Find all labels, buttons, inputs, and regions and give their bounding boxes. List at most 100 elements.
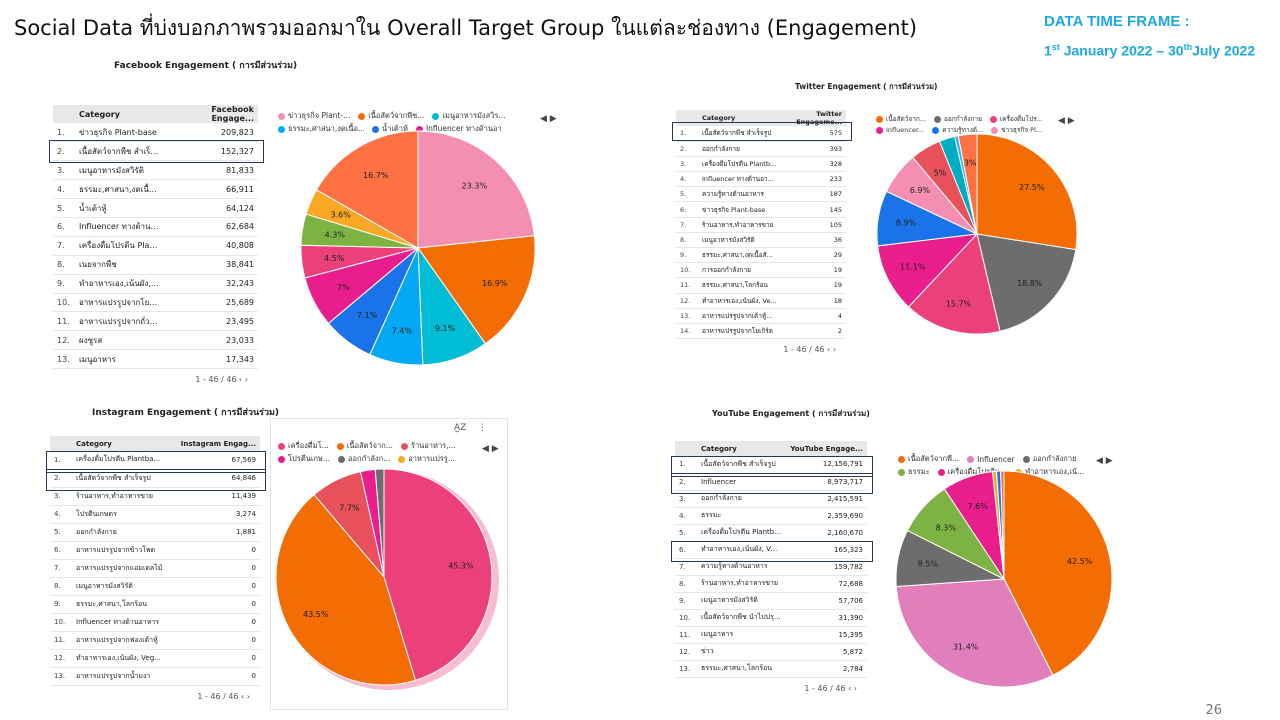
table-row[interactable]: 11. ธรรมะ,ศาสนา,โลกร้อน 19 — [676, 277, 846, 294]
table-row[interactable]: 13. อาหารแปรรูปจากเต้าหู้... 4 — [676, 308, 846, 324]
legend-item[interactable]: เนื้อสัตว์จากพืช... — [358, 110, 424, 122]
table-row[interactable]: 2. Influencer 8,973,717 — [675, 473, 867, 491]
table-row[interactable]: 7. เครื่องดื่มโปรตีน Plantb... 40,808 — [53, 236, 258, 256]
table-row[interactable]: 3. ออกกำลังกาย 2,415,591 — [675, 490, 867, 508]
table-row[interactable]: 8. เมนูอาหารมังสวิรัติ 0 — [50, 577, 260, 596]
pie-slice[interactable] — [877, 233, 979, 308]
table-row[interactable]: 9. ธรรมะ,ศาสนา,โลกร้อน 0 — [50, 595, 260, 614]
table-row[interactable]: 8. ร้านอาหาร,ทำอาหารขาย 72,688 — [675, 575, 867, 593]
table-pager[interactable]: 1 - 46 / 46 ‹ › — [197, 691, 250, 701]
table-row[interactable]: 5. ความรู้ทางด้านอาหาร 187 — [676, 186, 846, 203]
pie-slice[interactable] — [315, 130, 419, 249]
table-row[interactable]: 7. อาหารแปรรูปจากแอมเดลไม้ 0 — [50, 559, 260, 578]
pie-slice[interactable] — [275, 493, 417, 686]
legend-item[interactable]: เมนูอาหารมังสวิร... — [432, 110, 506, 122]
table-row[interactable]: 1. ข่าวธุรกิจ Plant-base 209,823 — [53, 123, 258, 143]
table-header[interactable]: Facebook Engage... — [163, 105, 258, 123]
legend-item[interactable]: เครื่องดื่มโปรตีน... — [937, 466, 1007, 478]
table-row[interactable]: 5. ออกกำลังกาย 1,881 — [50, 523, 260, 542]
table-row[interactable]: 12. ผงชูรส 23,033 — [53, 330, 258, 351]
legend-item[interactable]: ออกกำลังกาย — [934, 114, 982, 124]
legend-item[interactable]: Influencer — [967, 453, 1015, 465]
table-row[interactable]: 1. เครื่องดื่มโปรตีน Plantba... 67,569 — [50, 451, 260, 470]
table-row[interactable]: 4. โปรตีนเกษตร 3,274 — [50, 505, 260, 524]
table-row[interactable]: 4. ธรรมะ 2,359,690 — [675, 507, 867, 525]
pie-slice[interactable] — [1003, 470, 1113, 676]
table-header[interactable]: Category — [72, 436, 169, 451]
pie-slice[interactable] — [976, 233, 1077, 332]
table-pager[interactable]: 1 - 46 / 46 ‹ › — [804, 683, 857, 693]
table-row[interactable]: 5. เครื่องดื่มโปรตีน Plantba... 2,160,670 — [675, 524, 867, 542]
table-header[interactable]: YouTube Engage... — [785, 441, 867, 456]
table-row[interactable]: 2. เนื้อสัตว์จากพืช สำเร็จรูป 152,327 — [53, 141, 258, 162]
table-row[interactable]: 7. ร้านอาหาร,ทำอาหารขาย 105 — [676, 217, 846, 233]
table-row[interactable]: 9. เมนูอาหารมังสวิรัติ 57,706 — [675, 592, 867, 610]
table-row[interactable]: 14. อาหารแปรรูปจากโยเกิร์ต 2 — [676, 323, 846, 340]
legend-item[interactable]: เครื่องดื่มโ... — [278, 440, 329, 452]
pie-slice[interactable] — [907, 232, 1001, 335]
table-row[interactable]: 11. อาหารแปรรูปจากถั่วลูกไก่ 23,495 — [53, 311, 258, 332]
pie-slice[interactable] — [417, 235, 536, 345]
table-row[interactable]: 10. เนื้อสัตว์จากพืช นำไปปรุ... 31,390 — [675, 609, 867, 627]
instagram-legend-pager[interactable]: ◀ ▶ — [482, 444, 499, 454]
legend-item[interactable]: ข่าวธุรกิจ Pl... — [991, 125, 1042, 135]
pie-slice[interactable] — [417, 130, 535, 249]
table-row[interactable]: 10. อาหารแปรรูปจากโยเกิร์ต 25,689 — [53, 293, 258, 313]
legend-item[interactable]: Influencer ทางด้านอา... — [415, 123, 502, 135]
table-row[interactable]: 4. ธรรมะ,ศาสนา,งดเนื้อสั... 66,911 — [53, 179, 258, 200]
pie-slice[interactable] — [374, 468, 385, 578]
legend-item[interactable]: ธรรมะ — [898, 466, 930, 478]
table-row[interactable]: 9. ทำอาหารเอง,เน้นผัง, Ve... 32,243 — [53, 274, 258, 294]
table-row[interactable]: 4. Influencer ทางด้านอา... 233 — [676, 171, 846, 188]
table-row[interactable]: 6. ข่าวธุรกิจ Plant-base 145 — [676, 201, 846, 218]
table-row[interactable]: 8. เมนูอาหารมังสวิรัติ 36 — [676, 232, 846, 249]
table-row[interactable]: 1. เนื้อสัตว์จากพืช สำเร็จรูป 12,156,791 — [675, 456, 867, 474]
table-row[interactable]: 6. ทำอาหารเอง,เน้นผัง, Veg... 165,323 — [675, 541, 867, 559]
pie-slice[interactable] — [1000, 470, 1005, 580]
table-row[interactable]: 10. การออกกำลังกาย 19 — [676, 262, 846, 279]
legend-item[interactable]: โปรตีนเกษ... — [278, 453, 330, 465]
table-row[interactable]: 1. เนื้อสัตว์จากพืช สำเร็จรูป 575 — [676, 126, 846, 142]
pie-slice[interactable] — [383, 468, 493, 681]
table-header[interactable]: Category — [697, 441, 786, 456]
table-row[interactable]: 2. ออกกำลังกาย 393 — [676, 141, 846, 157]
table-row[interactable]: 11. อาหารแปรรูปจากฟองเต้าหู้ 0 — [50, 631, 260, 650]
legend-item[interactable]: เครื่องดื่มโปร... — [989, 114, 1043, 124]
table-row[interactable]: 12. ข่าว 5,872 — [675, 643, 867, 661]
legend-item[interactable]: ออกกำลังก... — [338, 453, 390, 465]
legend-item[interactable]: ข่าวธุรกิจ Plant-... — [278, 110, 350, 122]
table-row[interactable]: 13. อาหารแปรรูปจากน้ำมงา 0 — [50, 667, 260, 686]
pie-slice[interactable] — [976, 133, 1078, 251]
legend-item[interactable]: ร้านอาหาร,... — [400, 440, 456, 452]
table-row[interactable]: 11. เมนูอาหาร 15,395 — [675, 626, 867, 644]
youtube-legend-pager[interactable]: ◀ ▶ — [1096, 456, 1113, 466]
table-row[interactable]: 3. เครื่องดื่มโปรตีน Plantb... 328 — [676, 156, 846, 173]
pie-slice[interactable] — [957, 133, 978, 235]
table-row[interactable]: 3. ร้านอาหาร,ทำอาหารขาย 11,439 — [50, 487, 260, 506]
twitter-legend-pager[interactable]: ◀ ▶ — [1058, 116, 1075, 126]
legend-item[interactable]: ธรรมะ,ศาสนา,งดเนื้อ... — [278, 123, 364, 135]
table-row[interactable]: 6. Influencer ทางด้านอา... 62,684 — [53, 217, 258, 237]
legend-item[interactable]: ออกกำลังกาย — [1022, 453, 1076, 465]
legend-item[interactable]: Influencer... — [876, 125, 924, 135]
legend-item[interactable]: เนื้อสัตว์จาก... — [336, 440, 393, 452]
pie-slice[interactable] — [895, 578, 1054, 688]
table-pager[interactable]: 1 - 46 / 46 ‹ › — [195, 375, 248, 385]
legend-item[interactable]: อาหารแปรรู... — [398, 453, 455, 465]
table-row[interactable]: 3. เมนูอาหารมังสวิรัติ 81,833 — [53, 160, 258, 181]
legend-item[interactable]: เนื้อสัตว์จากพื... — [898, 453, 959, 465]
table-row[interactable]: 6. อาหารแปรรูปจากข้าวโพด 0 — [50, 541, 260, 560]
legend-item[interactable]: น้ำเต้าหู้ — [372, 123, 408, 135]
table-row[interactable]: 13. เมนูอาหาร 17,343 — [53, 349, 258, 370]
legend-item[interactable]: เนื้อสัตว์จาก... — [876, 114, 926, 124]
table-row[interactable]: 12. ทำอาหารเอง,เน้นผัง, Ve... 18 — [676, 293, 846, 309]
facebook-legend-pager[interactable]: ◀ ▶ — [540, 114, 557, 124]
table-header[interactable]: Instagram Engag... — [168, 436, 260, 451]
table-pager[interactable]: 1 - 46 / 46 ‹ › — [783, 345, 836, 355]
table-row[interactable]: 9. ธรรมะ,ศาสนา,งดเนื้อสั... 29 — [676, 247, 846, 264]
table-row[interactable]: 12. ทำอาหารเอง,เน้นผัง, Veg... 0 — [50, 649, 260, 668]
table-header[interactable]: Category — [75, 105, 163, 123]
legend-item[interactable]: ความรู้ทางด้... — [932, 125, 983, 135]
table-row[interactable]: 7. ความรู้ทางด้านอาหาร 159,782 — [675, 558, 867, 576]
instagram-chart-toolbar[interactable]: A͍Z ⋮ — [454, 423, 487, 433]
